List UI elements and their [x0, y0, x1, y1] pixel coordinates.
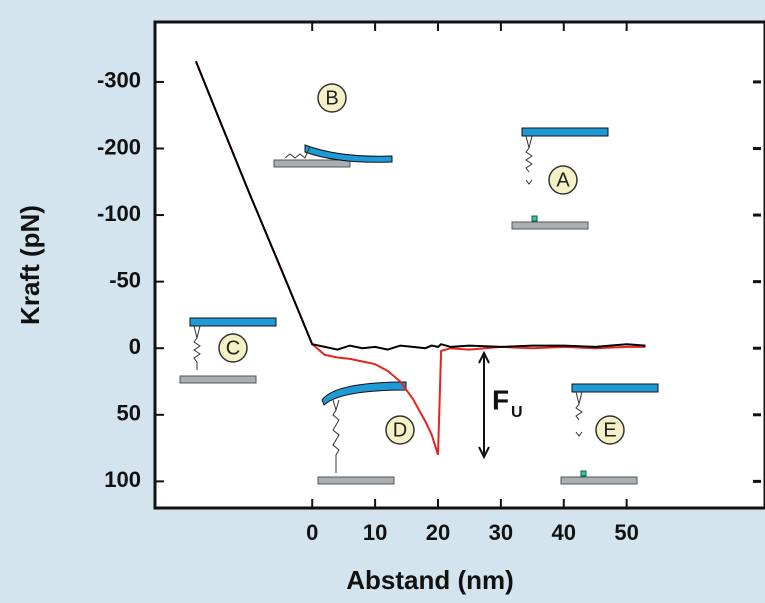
- x-tick-label: 30: [489, 520, 513, 545]
- tether: [525, 135, 533, 185]
- y-tick-label: 0: [129, 334, 141, 359]
- x-tick-label: 40: [552, 520, 576, 545]
- tether: [332, 399, 340, 473]
- annotation: E: [603, 419, 616, 441]
- tether: [193, 325, 201, 370]
- annotation: B: [325, 87, 338, 109]
- cantilever: [571, 383, 659, 393]
- annotation: A: [556, 169, 570, 191]
- x-tick-label: 0: [306, 520, 318, 545]
- substrate: [273, 159, 351, 168]
- y-tick-label: -200: [97, 134, 141, 159]
- x-tick-label: 20: [426, 520, 450, 545]
- cantilever: [304, 144, 393, 163]
- substrate: [560, 476, 638, 485]
- cartoons: [179, 127, 659, 485]
- y-tick-label: -50: [109, 267, 141, 292]
- line-approach: [194, 60, 646, 351]
- annotation-circle: [385, 415, 415, 445]
- annotation-circle: [218, 333, 248, 363]
- force-label: F: [492, 384, 509, 415]
- substrate: [179, 375, 257, 384]
- x-tick-label: 50: [614, 520, 638, 545]
- antigen: [531, 215, 538, 222]
- y-axis-title: Kraft (pN): [15, 205, 45, 325]
- plot-area: [153, 20, 765, 510]
- y-tick-label: -300: [97, 68, 141, 93]
- force-label-sub: U: [511, 404, 523, 421]
- x-axis-title: Abstand (nm): [346, 565, 514, 595]
- annotation-circle: [595, 415, 625, 445]
- y-tick-label: -100: [97, 201, 141, 226]
- substrate: [317, 476, 395, 485]
- substrate: [511, 221, 589, 230]
- y-tick-label: 100: [104, 467, 141, 492]
- x-tick-label: 10: [363, 520, 387, 545]
- annotation-circle: [317, 83, 347, 113]
- y-tick-label: 50: [117, 401, 141, 426]
- tether: [284, 145, 311, 159]
- tether: [575, 391, 583, 437]
- annotation: C: [226, 337, 240, 359]
- antigen: [580, 470, 587, 477]
- cantilever: [189, 317, 277, 327]
- annotation-circle: [548, 165, 578, 195]
- cantilever: [521, 127, 609, 137]
- annotation: D: [393, 419, 407, 441]
- force-arrow: [478, 350, 490, 460]
